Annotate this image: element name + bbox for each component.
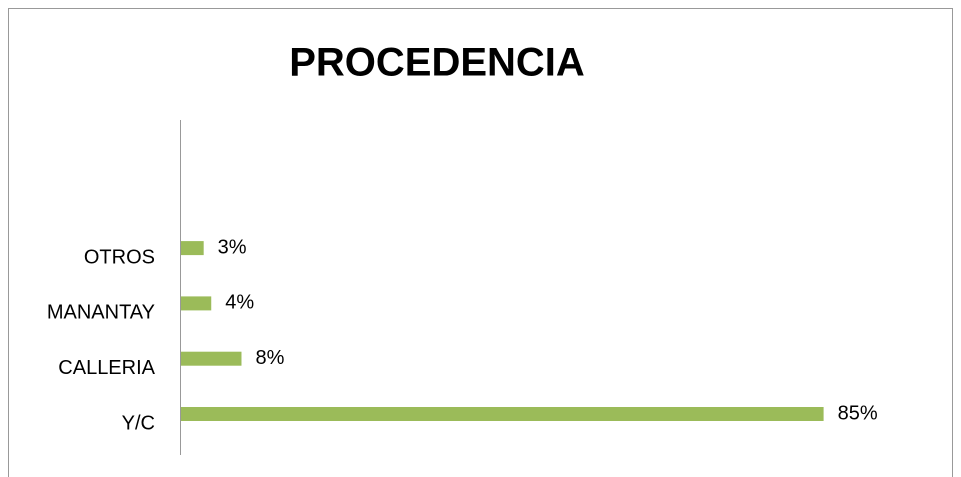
y-tick-label: OTROS — [84, 246, 155, 268]
bar — [181, 407, 824, 421]
y-tick-label: Y/C — [122, 412, 155, 434]
data-label: 4% — [225, 292, 254, 314]
chart-title: PROCEDENCIA — [289, 41, 585, 85]
data-label: 3% — [218, 236, 247, 258]
bar — [181, 296, 212, 311]
bar — [181, 241, 204, 256]
y-tick-label: CALLERIA — [58, 357, 155, 379]
data-label: 85% — [838, 402, 878, 424]
chart-frame — [8, 8, 953, 477]
bar — [181, 351, 242, 366]
y-tick-label: MANANTAY — [47, 302, 155, 324]
data-label: 8% — [255, 347, 284, 369]
